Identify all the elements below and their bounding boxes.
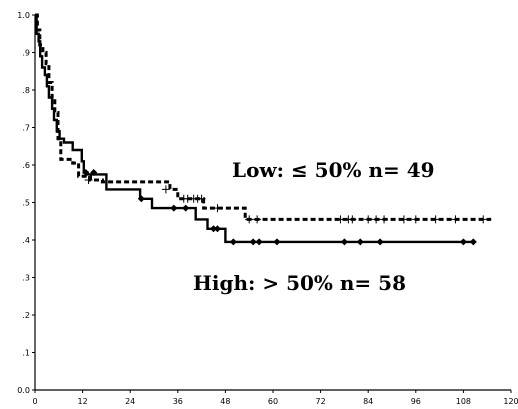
x-tick-label: 60 (268, 397, 278, 406)
censor-marker-diamond (469, 238, 477, 246)
censor-marker-plus (84, 176, 93, 184)
censor-marker-plus (348, 215, 357, 224)
y-tick-label: .7 (22, 124, 30, 133)
y-tick-label: .5 (22, 199, 30, 208)
y-tick-label: .3 (22, 274, 30, 283)
censor-marker-plus (213, 204, 222, 213)
series-solid-line (35, 13, 474, 244)
censor-marker-diamond (90, 169, 98, 176)
censor-markers (82, 169, 488, 246)
censor-marker-diamond (249, 238, 257, 246)
x-tick-label: 12 (78, 397, 88, 406)
censor-marker-plus (411, 215, 420, 224)
axes (34, 15, 511, 391)
x-tick-label: 36 (173, 397, 183, 406)
censor-marker-diamond (182, 204, 190, 212)
censor-marker-diamond (170, 204, 178, 212)
censor-marker-plus (479, 215, 488, 224)
y-tick-label: 1.0 (17, 11, 30, 20)
censor-marker-diamond (255, 238, 263, 246)
censor-marker-plus (451, 215, 460, 224)
censor-marker-plus (380, 215, 389, 224)
y-tick-label: .4 (22, 236, 30, 245)
y-tick-label: .2 (22, 311, 30, 320)
y-ticks: 0.0 .1 .2 .3 .4 .5 .6 .7 .8 .9 1.0 (17, 11, 35, 395)
x-tick-label: 72 (316, 397, 326, 406)
censor-marker-plus (336, 215, 345, 224)
series-layer (35, 13, 492, 244)
x-tick-label: 96 (411, 397, 421, 406)
censor-marker-diamond (376, 238, 384, 246)
x-tick-label: 84 (363, 397, 373, 406)
censor-marker-diamond (273, 238, 281, 246)
y-tick-label: .6 (22, 161, 30, 170)
censor-marker-diamond (340, 238, 348, 246)
censor-marker-diamond (459, 238, 467, 246)
x-tick-label: 48 (220, 397, 230, 406)
y-tick-label: .8 (22, 86, 30, 95)
annotation-low: Low: ≤ 50% n= 49 (232, 158, 435, 182)
x-tick-label: 108 (456, 397, 471, 406)
x-tick-label: 0 (32, 397, 37, 406)
censor-marker-diamond (82, 169, 90, 176)
x-tick-label: 24 (125, 397, 135, 406)
censor-marker-plus (431, 215, 440, 224)
censor-marker-plus (161, 185, 170, 194)
censor-marker-plus (372, 215, 381, 224)
y-tick-label: .9 (22, 49, 30, 58)
series-dotted-line (35, 13, 492, 221)
censor-marker-plus (253, 215, 262, 224)
x-tick-label: 120 (503, 397, 518, 406)
censor-marker-diamond (213, 225, 221, 233)
y-tick-label: 0.0 (17, 386, 30, 395)
censor-marker-diamond (356, 238, 364, 246)
censor-marker-plus (399, 215, 408, 224)
censor-marker-plus (197, 194, 206, 203)
censor-marker-plus (364, 215, 373, 224)
censor-marker-diamond (137, 195, 145, 203)
censor-marker-plus (245, 215, 254, 224)
censor-marker-diamond (229, 238, 237, 246)
y-tick-label: .1 (22, 349, 30, 358)
censor-marker-diamond (210, 225, 217, 233)
annotation-high: High: > 50% n= 58 (193, 271, 406, 295)
x-ticks: 0 12 24 36 48 60 72 84 96 108 120 (32, 390, 518, 406)
